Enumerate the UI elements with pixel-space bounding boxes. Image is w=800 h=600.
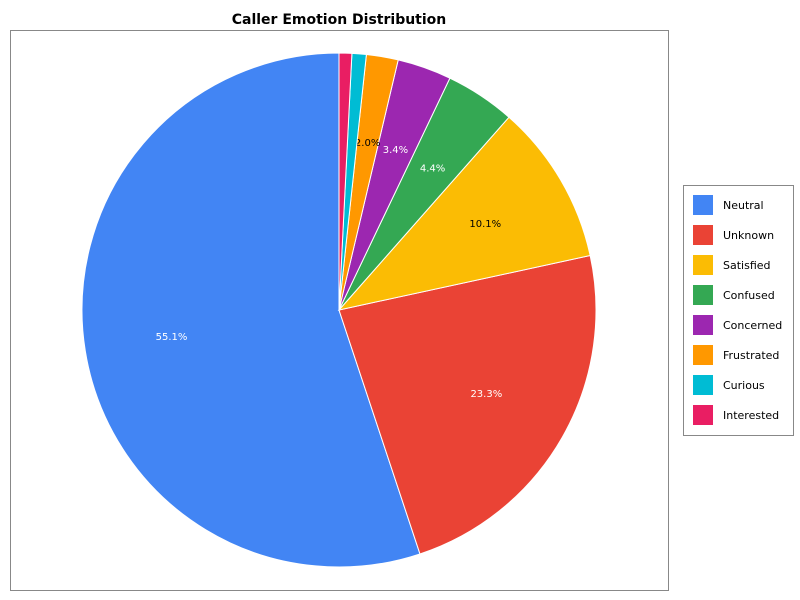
legend-label: Interested xyxy=(723,409,779,422)
legend-label: Neutral xyxy=(723,199,764,212)
data-label: 23.3% xyxy=(470,389,502,400)
legend-label: Concerned xyxy=(723,319,782,332)
legend-swatch xyxy=(693,405,713,425)
legend-swatch xyxy=(693,345,713,365)
legend-swatch xyxy=(693,375,713,395)
pie-slice xyxy=(81,52,421,568)
legend-swatch xyxy=(693,255,713,275)
legend-label: Frustrated xyxy=(723,349,779,362)
legend-label: Confused xyxy=(723,289,775,302)
legend-swatch xyxy=(693,225,713,245)
data-label: 10.1% xyxy=(469,219,501,230)
legend-swatch xyxy=(693,195,713,215)
legend-box xyxy=(683,185,794,436)
legend-swatch xyxy=(693,285,713,305)
pie-slice xyxy=(337,116,591,311)
data-label: 3.4% xyxy=(383,145,408,156)
data-label: 4.4% xyxy=(420,164,445,175)
chart-title: Caller Emotion Distribution xyxy=(232,12,447,28)
legend-swatch xyxy=(693,315,713,335)
legend-label: Unknown xyxy=(723,229,774,242)
data-label: 2.0% xyxy=(355,138,380,149)
data-label: 55.1% xyxy=(156,332,188,343)
pie-slice xyxy=(338,52,353,311)
pie-slice xyxy=(338,254,597,555)
legend-label: Curious xyxy=(723,379,765,392)
legend-label: Satisfied xyxy=(723,259,771,272)
